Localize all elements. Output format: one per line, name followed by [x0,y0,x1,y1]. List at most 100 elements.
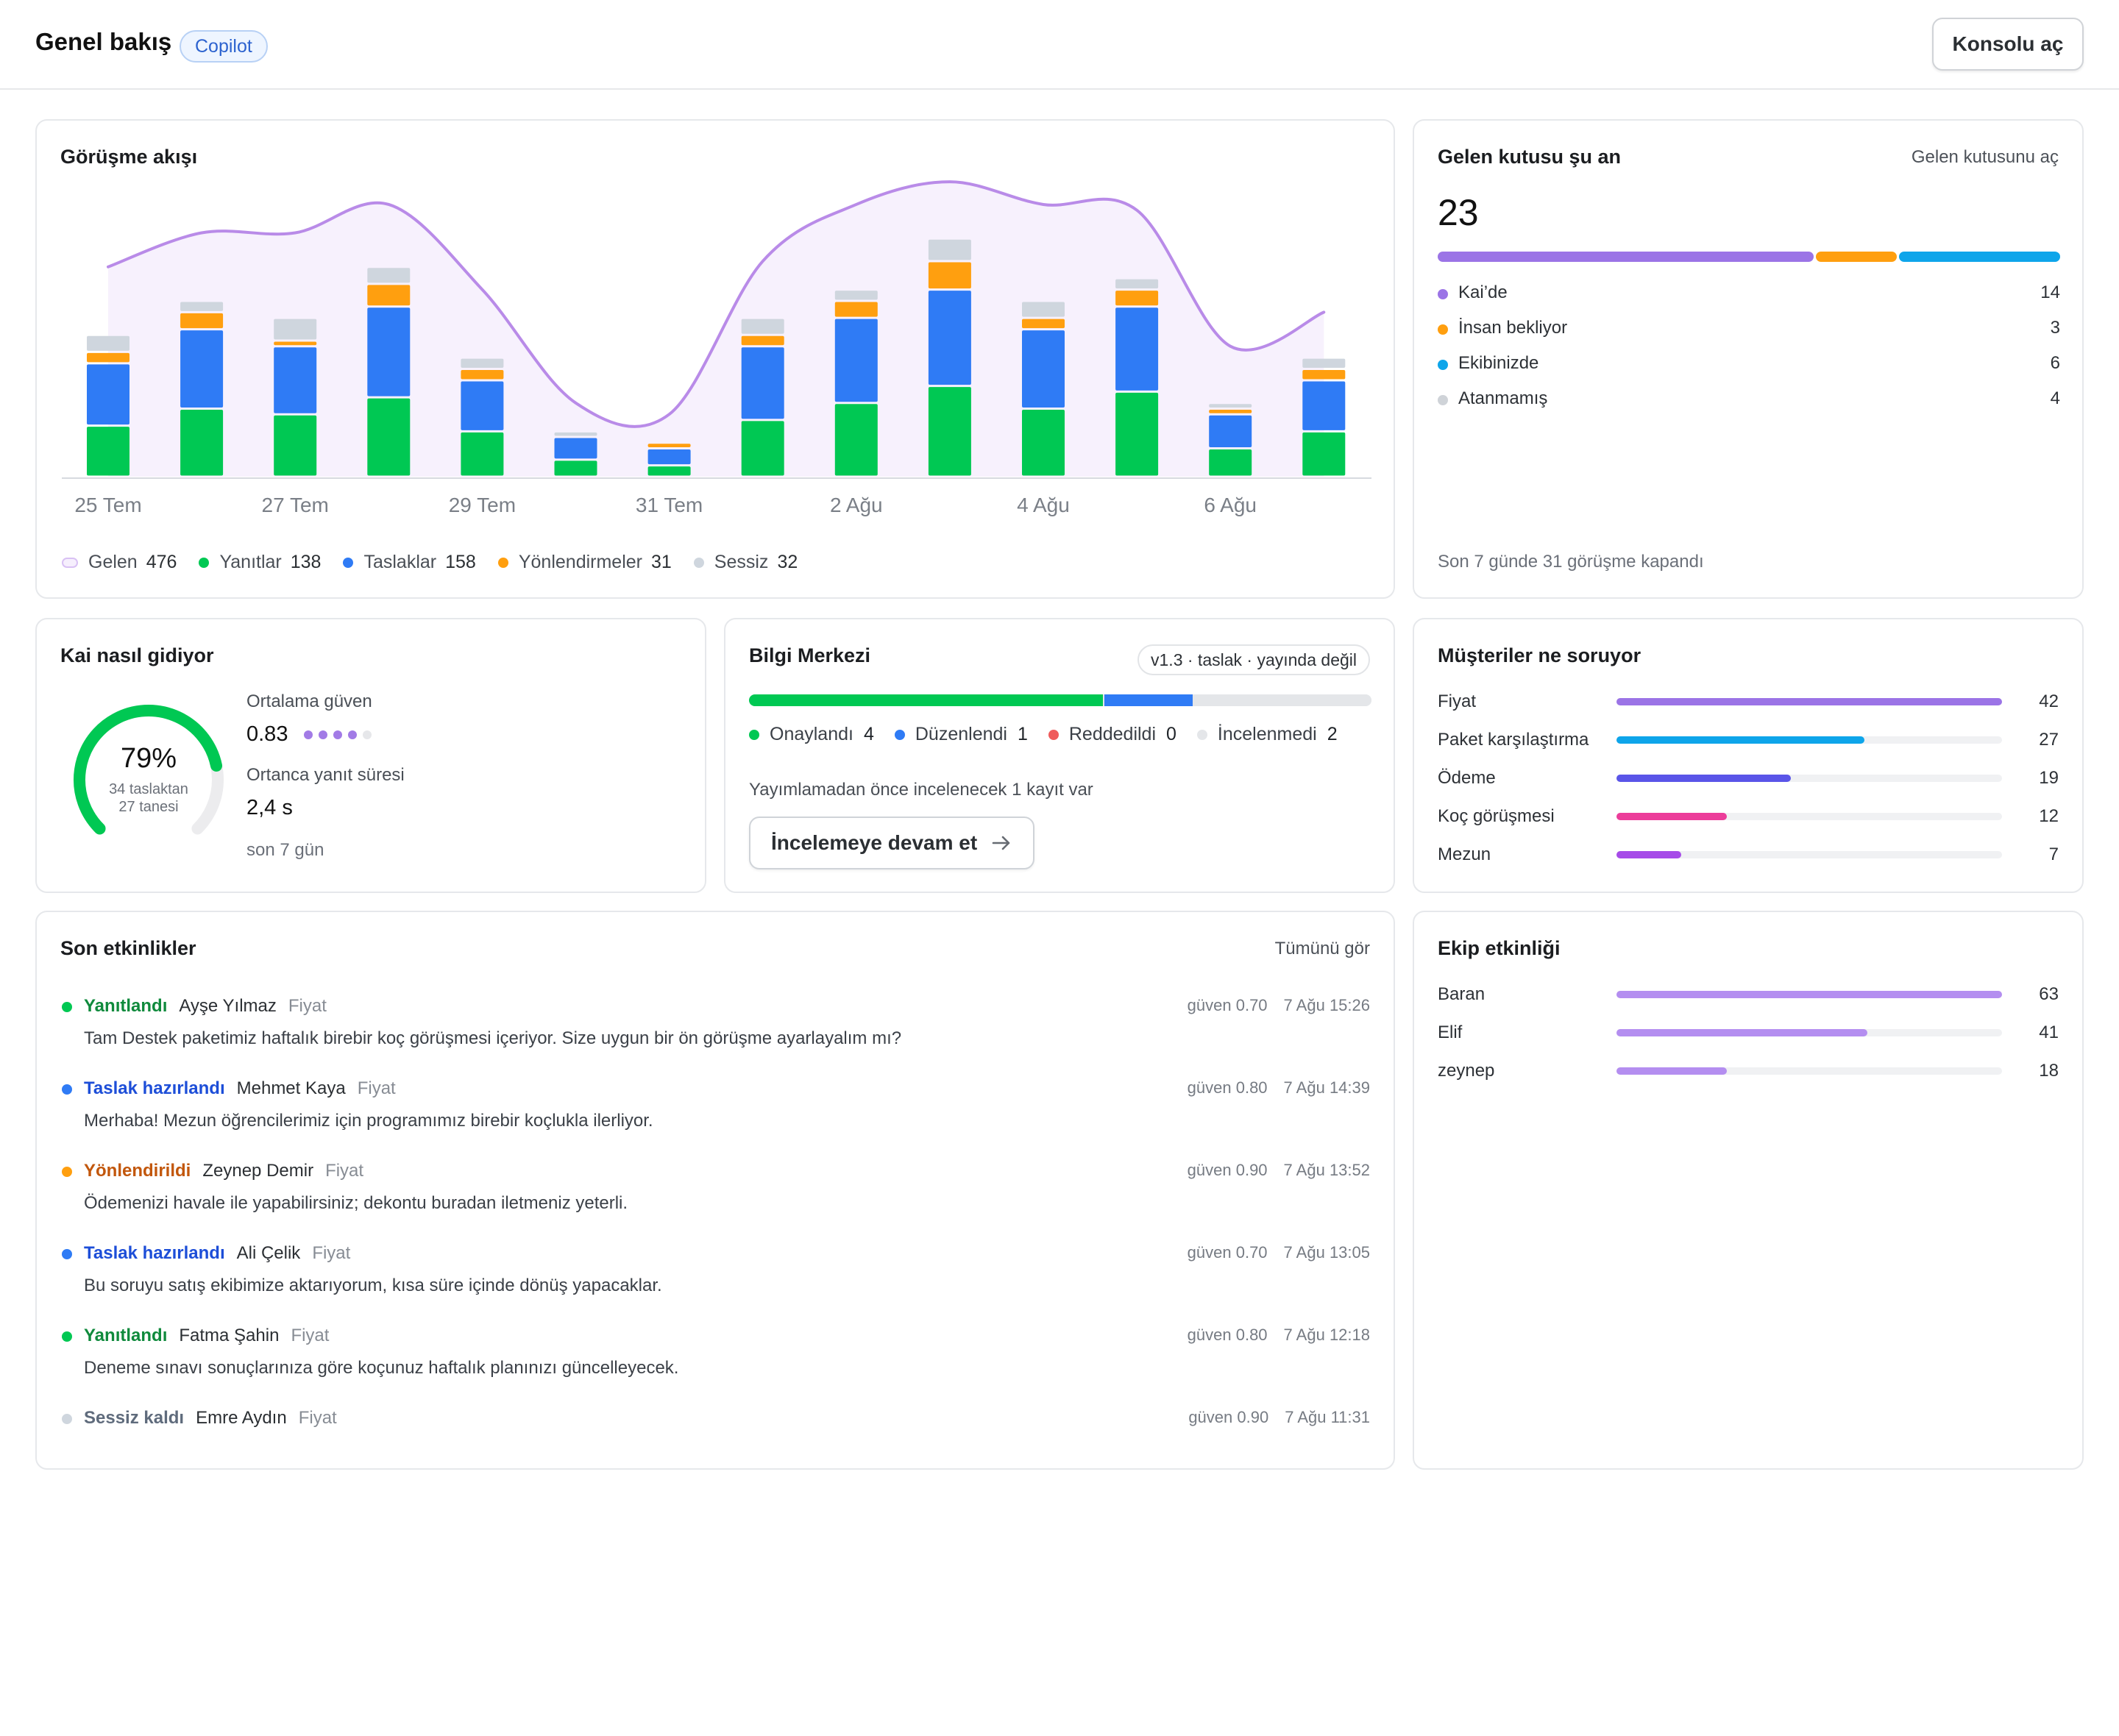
bar-track [1616,991,2002,998]
card-title: Görüşme akışı [60,146,198,168]
kb-status-item[interactable]: Düzenlendi 1 [894,724,1028,745]
x-tick-label: 27 Tem [262,494,329,516]
bar-stack[interactable] [834,291,878,476]
legend-item-incoming[interactable]: Gelen 476 [62,552,177,573]
inbox-now-card: Gelen kutusu şu an Gelen kutusunu aç 23 … [1413,119,2084,599]
bar-segment-yönlendirmeler [1302,370,1346,380]
activity-item[interactable]: Yönlendirildi Zeynep Demir Fiyat güven 0.90… [60,1161,1370,1220]
activity-time: 7 Ağu 13:52 [1283,1161,1370,1179]
legend-item-handoffs[interactable]: Yönlendirmeler 31 [497,552,672,573]
bar-list-row[interactable]: Baran 63 [1438,984,2059,1006]
confidence-dot [348,730,358,739]
continue-review-button[interactable]: İncelemeye devam et [749,817,1035,869]
kb-status-item[interactable]: Reddedildi 0 [1048,724,1176,745]
confidence-dot [304,730,313,739]
legend-label: Yönlendirmeler [518,552,642,572]
bar-list-label: Paket karşılaştırma [1438,730,1589,750]
inbox-row[interactable]: Kai’de 14 [1438,282,2060,306]
topic-tag: Fiyat [312,1243,351,1263]
bar-list-label: Fiyat [1438,691,1477,711]
bar-list-value: 7 [2048,844,2059,864]
bar-segment-sessiz [741,319,784,334]
activity-item[interactable]: Taslak hazırlandı Mehmet Kaya Fiyat güven 0… [60,1078,1370,1137]
see-all-link[interactable]: Tümünü gör [1274,939,1370,958]
inbox-row[interactable]: İnsan bekliyor 3 [1438,318,2060,341]
bar-list-row[interactable]: zeynep 18 [1438,1061,2059,1083]
bar-segment-taslaklar [554,438,597,459]
gauge-percent: 79% [120,743,177,774]
x-tick-label: 29 Tem [449,494,516,516]
bar-segment-taslaklar [367,307,411,396]
legend-item-replies[interactable]: Yanıtlar 138 [199,552,321,573]
legend-item-drafts[interactable]: Taslaklar 158 [343,552,476,573]
bar-list-value: 19 [2039,768,2059,788]
bar-stack[interactable] [274,319,317,476]
bar-stack[interactable] [461,358,504,476]
inbox-row[interactable]: Atanmamış 4 [1438,388,2060,412]
bar-stack[interactable] [367,268,411,476]
chart-legend: Gelen 476 Yanıtlar 138 Taslaklar 158 Yönlen… [62,552,820,573]
bar-track [1616,813,2002,820]
activity-time: 7 Ağu 13:05 [1283,1243,1370,1262]
confidence-value: güven 0.90 [1188,1408,1269,1426]
status-dot [1438,289,1448,299]
bar-list-row[interactable]: Elif 41 [1438,1022,2059,1045]
bar-stack[interactable] [180,302,224,476]
activity-status: Sessiz kaldı [84,1408,185,1428]
bar-segment-yanıtlar [647,466,691,476]
bar-segment-yanıtlar [834,404,878,476]
bar-stack[interactable] [87,335,129,476]
bar-segment-sessiz [274,319,317,340]
kb-status-item[interactable]: Onaylandı 4 [749,724,874,745]
bar-stack[interactable] [1302,358,1346,476]
bar-segment-yönlendirmeler [834,302,878,317]
period-label: son 7 gün [246,840,324,860]
bar-list-row[interactable]: Mezun 7 [1438,844,2059,867]
bar-track [1616,775,2002,782]
bar-list-row[interactable]: Ödeme 19 [1438,768,2059,790]
bar-track [1616,736,2002,744]
activity-item[interactable]: Sessiz kaldı Emre Aydın Fiyat güven 0.90 7 A… [60,1408,1370,1467]
legend-label: Yanıtlar [219,552,282,572]
confidence-value: güven 0.90 [1187,1161,1268,1179]
bar-stack[interactable] [647,444,691,476]
kb-status-label: İncelenmedi [1217,724,1317,744]
inbox-row[interactable]: Ekibinizde 6 [1438,353,2060,377]
bar-stack[interactable] [1209,404,1252,476]
card-title: Kai nasıl gidiyor [60,644,214,666]
bar-segment-sessiz [87,335,129,351]
open-console-button[interactable]: Konsolu aç [1932,18,2084,71]
bar-segment-sessiz [834,291,878,300]
activity-item[interactable]: Taslak hazırlandı Ali Çelik Fiyat güven 0.7… [60,1243,1370,1302]
x-tick-label: 2 Ağu [830,494,883,516]
bar-stack[interactable] [1022,302,1065,476]
bar-stack[interactable] [554,432,597,476]
bar-list-label: zeynep [1438,1061,1495,1081]
inbox-row-value: 14 [2040,282,2060,302]
bar-stack[interactable] [1115,279,1159,476]
bar-list-row[interactable]: Paket karşılaştırma 27 [1438,730,2059,752]
legend-swatch [62,557,78,568]
open-inbox-link[interactable]: Gelen kutusunu aç [1911,147,2059,167]
bar-list-row[interactable]: Fiyat 42 [1438,691,2059,714]
activity-item[interactable]: Yanıtlandı Ayşe Yılmaz Fiyat güven 0.70 7 Ağ… [60,996,1370,1055]
kb-status-item[interactable]: İncelenmedi 2 [1196,724,1338,745]
legend-label: Sessiz [714,552,769,572]
bar-list-row[interactable]: Koç görüşmesi 12 [1438,806,2059,828]
activity-item[interactable]: Yanıtlandı Fatma Şahin Fiyat güven 0.80 7 Ağ… [60,1326,1370,1384]
legend-value: 476 [146,552,177,572]
inbox-segment [1438,252,1814,262]
customer-name: Fatma Şahin [179,1326,280,1345]
activity-message: Deneme sınavı sonuçlarınıza göre koçunuz… [84,1358,679,1378]
bar-segment-taslaklar [834,319,878,402]
legend-item-silent[interactable]: Sessiz 32 [693,552,798,573]
status-dot [1048,729,1059,740]
inbox-segment [1898,252,2060,262]
confidence-value: güven 0.70 [1187,996,1268,1014]
confidence-value: güven 0.80 [1187,1326,1268,1344]
kb-status-label: Düzenlendi [915,724,1007,744]
bar-stack[interactable] [741,319,784,476]
bar-stack[interactable] [928,239,971,476]
bar-segment-yanıtlar [1022,409,1065,476]
gauge-subtitle: 27 tanesi [118,799,179,815]
